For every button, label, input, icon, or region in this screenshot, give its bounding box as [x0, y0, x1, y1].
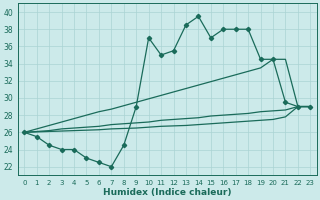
X-axis label: Humidex (Indice chaleur): Humidex (Indice chaleur)	[103, 188, 232, 197]
